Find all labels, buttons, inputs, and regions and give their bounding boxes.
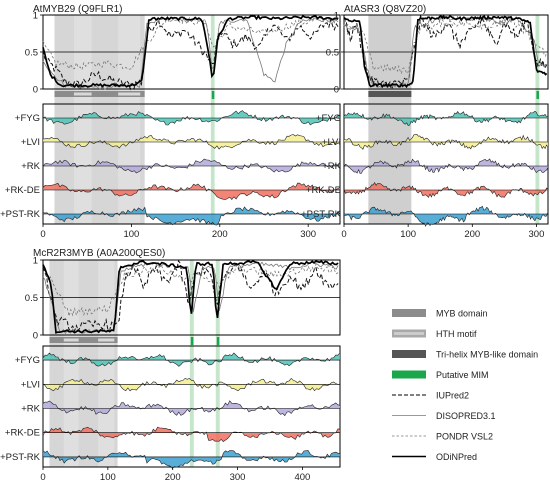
x-tick-label: 200 — [212, 229, 228, 240]
panel-title: McR2R3MYB (A0A200QES0) — [33, 248, 165, 259]
series-iupred2 — [343, 15, 548, 91]
x-tick-label: 200 — [165, 472, 181, 483]
track-label: +LVI — [21, 137, 40, 148]
series-odinpred — [42, 260, 339, 334]
mim-shade — [535, 15, 540, 224]
hth-motif-bar — [63, 338, 79, 342]
legend-swatch-mim — [392, 370, 426, 379]
track-label: +RK — [21, 404, 40, 415]
track-label: +PST-RK — [301, 209, 342, 220]
track-line-rk-de — [42, 182, 341, 200]
x-tick-label: 200 — [464, 229, 480, 240]
x-tick-label: 300 — [230, 472, 246, 483]
y-tick-label: 0 — [334, 85, 339, 96]
legend-swatch-hth — [394, 332, 424, 335]
track-label: +RK-DE — [5, 428, 40, 439]
hth-motif-shade — [118, 15, 141, 224]
legend-swatch-myb — [392, 309, 426, 317]
series-odinpred — [343, 14, 548, 89]
track-label: +RK-DE — [306, 185, 341, 196]
panel-plot-area: 0 0.5 1 +FYG +LVI +RK +RK-DE +PST-RK 0 100 200 300 — [301, 11, 549, 240]
y-tick-label: 1 — [33, 256, 38, 267]
y-tick-label: 0.5 — [25, 48, 38, 59]
track-label: +FYG — [15, 113, 40, 124]
legend-label-pondr: PONDR VSL2 — [436, 432, 493, 442]
panel-mcr2r3myb: McR2R3MYB (A0A200QES0) 0 0.5 1 +FYG +LVI +RK +… — [0, 248, 341, 483]
series-iupred2 — [42, 259, 339, 333]
track-line-pst-rk — [42, 206, 341, 226]
panel-plot-area: 0 0.5 1 +FYG +LVI +RK +RK-DE +PST-RK 0 100 200 300 4… — [0, 256, 341, 483]
legend-label-myb: MYB domain — [436, 309, 488, 319]
legend-label-disopred: DISOPRED3.1 — [436, 411, 496, 421]
track-label: +LVI — [21, 379, 40, 390]
x-tick-label: 100 — [400, 229, 416, 240]
panel-title: AtMYB29 (Q9FLR1) — [33, 4, 122, 15]
hth-motif-bar — [73, 92, 92, 96]
track-label: +PST-RK — [0, 209, 41, 220]
mim-bar — [211, 91, 215, 99]
track-label: +LVI — [322, 137, 341, 148]
x-tick-label: 300 — [529, 229, 545, 240]
series-odinpred — [42, 14, 339, 89]
legend-swatch-tri — [392, 350, 426, 358]
x-tick-label: 0 — [341, 229, 346, 240]
x-tick-label: 100 — [100, 472, 116, 483]
y-tick-label: 0.5 — [25, 293, 38, 304]
track-line-lvi — [42, 134, 341, 150]
myb-domain-bar — [49, 337, 118, 343]
panel-atasr3: AtASR3 (Q8VZ20) 0 0.5 1 +FYG +LVI +RK +RK-DE +P… — [301, 4, 549, 240]
x-tick-label: 0 — [40, 229, 45, 240]
y-tick-label: 1 — [33, 11, 38, 22]
series-pondr-vsl2 — [42, 14, 339, 71]
track-label: +FYG — [316, 113, 341, 124]
series-disopred3-1 — [42, 16, 339, 90]
mim-bar — [190, 337, 194, 345]
mim-bar — [536, 91, 539, 99]
panel-plot-area: 0 0.5 1 +FYG +LVI +RK +RK-DE +PST-RK 0 100 200 300 — [0, 11, 341, 240]
series-pondr-vsl2 — [343, 15, 548, 75]
y-tick-label: 1 — [334, 11, 339, 22]
legend-label-iupred: IUPred2 — [436, 391, 469, 401]
track-line-pst-rk — [42, 450, 341, 469]
x-tick-label: 300 — [300, 229, 316, 240]
x-tick-label: 100 — [123, 229, 139, 240]
track-label: +RK-DE — [5, 185, 40, 196]
track-fill-rk-de — [43, 427, 340, 442]
hth-motif-bar — [98, 338, 115, 342]
mim-bar — [216, 337, 220, 345]
track-label: +PST-RK — [0, 452, 41, 463]
legend-label-hth: HTH motif — [436, 329, 477, 339]
track-label: +FYG — [15, 355, 40, 366]
track-line-pst-rk — [344, 205, 549, 227]
track-label: +RK — [21, 161, 40, 172]
tri-helix-domain-bar — [368, 91, 412, 97]
panel-title: AtASR3 (Q8VZ20) — [344, 4, 426, 15]
track-line-fyg — [343, 110, 549, 126]
x-tick-label: 400 — [294, 472, 310, 483]
track-fill-pst-rk — [344, 206, 548, 227]
legend: MYB domain HTH motif Tri-helix MYB-like do… — [392, 309, 538, 462]
y-tick-label: 0 — [33, 331, 38, 342]
y-tick-label: 0 — [33, 85, 38, 96]
track-line-fyg — [42, 352, 341, 367]
mim-shade — [215, 260, 220, 467]
track-label: +RK — [322, 161, 341, 172]
track-line-lvi — [343, 133, 549, 150]
track-line-rk-de — [42, 426, 341, 442]
composition-plot-frame — [343, 103, 549, 225]
myb-domain-bar — [54, 91, 145, 97]
x-tick-label: 0 — [40, 472, 45, 483]
legend-label-mim: Putative MIM — [436, 370, 489, 380]
legend-label-odinpred: ODiNPred — [436, 452, 477, 462]
panel-atmyb29: AtMYB29 (Q9FLR1) 0 0.5 1 +FYG +LVI +RK +RK-DE +… — [0, 4, 341, 240]
track-fill-fyg — [344, 111, 548, 126]
hth-motif-bar — [118, 92, 141, 96]
hth-motif-shade — [73, 15, 92, 224]
track-fill-pst-rk — [43, 206, 340, 226]
series-pondr-vsl2 — [42, 263, 339, 317]
mim-shade — [189, 260, 194, 467]
legend-label-tri: Tri-helix MYB-like domain — [436, 350, 538, 360]
y-tick-label: 0.5 — [326, 48, 339, 59]
